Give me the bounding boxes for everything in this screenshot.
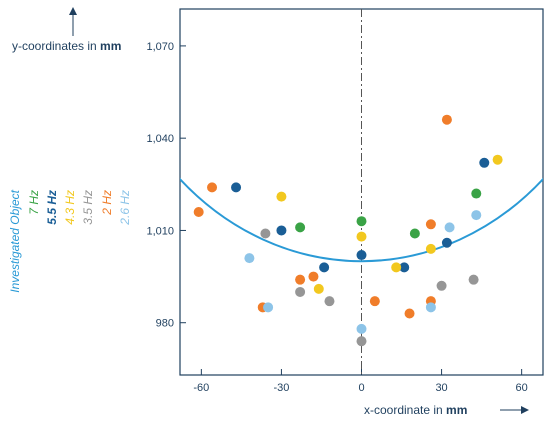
data-point-3-5-hz — [468, 274, 479, 285]
x-axis-arrow-head — [521, 406, 529, 414]
y-axis-title-unit: mm — [100, 39, 121, 53]
data-point-2-hz — [369, 296, 380, 307]
legend-item-7-hz: 7 Hz — [27, 190, 41, 215]
legend: Investigated Object 7 Hz 5.5 Hz 4.3 Hz 3.5 H… — [8, 189, 132, 292]
legend-item-2-6-hz: 2.6 Hz — [118, 190, 132, 226]
data-point-5-5-hz — [319, 262, 330, 273]
data-point-3-5-hz — [295, 286, 306, 297]
data-point-2-hz — [404, 308, 415, 319]
legend-item-3-5-hz: 3.5 Hz — [81, 190, 95, 225]
x-axis-title: x-coordinate in mm — [364, 403, 467, 417]
data-point-2-hz — [207, 182, 218, 193]
x-tick-label: 60 — [516, 382, 528, 394]
data-point-5-5-hz — [356, 250, 367, 261]
y-axis-title-text: y-coordinates in — [12, 39, 100, 53]
data-point-7-hz — [356, 216, 367, 227]
y-tick-label: 980 — [156, 318, 174, 330]
x-tick-label: -60 — [193, 382, 209, 394]
x-axis-title-text: x-coordinate in — [364, 403, 446, 417]
x-tick-label: 30 — [435, 382, 447, 394]
data-point-4-3-hz — [425, 243, 436, 254]
x-axis: -60 -30 0 30 60 x-coordinate in mm — [193, 369, 529, 417]
x-tick-label: -30 — [273, 382, 289, 394]
data-point-5-5-hz — [441, 237, 452, 248]
data-point-3-5-hz — [260, 228, 271, 239]
data-point-5-5-hz — [479, 157, 490, 168]
data-point-2-hz — [441, 114, 452, 125]
legend-item-investigated-object: Investigated Object — [8, 189, 22, 292]
data-point-2-6-hz — [244, 253, 255, 264]
data-point-5-5-hz — [231, 182, 242, 193]
y-tick-label: 1,070 — [146, 41, 174, 53]
data-point-4-3-hz — [356, 231, 367, 242]
data-point-2-hz — [295, 274, 306, 285]
data-point-7-hz — [409, 228, 420, 239]
data-point-2-hz — [425, 219, 436, 230]
legend-item-4-3-hz: 4.3 Hz — [63, 190, 77, 225]
data-point-4-3-hz — [391, 262, 402, 273]
y-tick-label: 1,040 — [146, 133, 174, 145]
y-axis-title: y-coordinates in mm — [12, 39, 121, 53]
data-point-2-hz — [193, 206, 204, 217]
data-point-3-5-hz — [356, 336, 367, 347]
data-point-2-6-hz — [444, 222, 455, 233]
investigated-object-arc — [180, 177, 543, 263]
data-point-2-6-hz — [263, 302, 274, 313]
y-tick-label: 1,010 — [146, 225, 174, 237]
plot-area — [179, 8, 544, 376]
y-axis: 980 1,010 1,040 1,070 y-coordinates in mm — [12, 7, 186, 330]
data-point-3-5-hz — [324, 296, 335, 307]
data-point-4-3-hz — [492, 154, 503, 165]
x-tick-label: 0 — [358, 382, 364, 394]
data-point-4-3-hz — [276, 191, 287, 202]
data-point-5-5-hz — [276, 225, 287, 236]
data-point-5-5-hz — [399, 262, 410, 273]
x-axis-title-unit: mm — [446, 403, 467, 417]
data-point-7-hz — [295, 222, 306, 233]
legend-item-2-hz: 2 Hz — [100, 190, 114, 216]
data-point-2-6-hz — [471, 210, 482, 221]
data-point-2-6-hz — [425, 302, 436, 313]
y-axis-arrow-head — [69, 7, 77, 15]
data-point-3-5-hz — [436, 280, 447, 291]
data-point-7-hz — [471, 188, 482, 199]
data-point-4-3-hz — [313, 283, 324, 294]
data-point-2-6-hz — [356, 323, 367, 334]
data-point-2-hz — [308, 271, 319, 282]
legend-item-5-5-hz: 5.5 Hz — [45, 190, 59, 225]
